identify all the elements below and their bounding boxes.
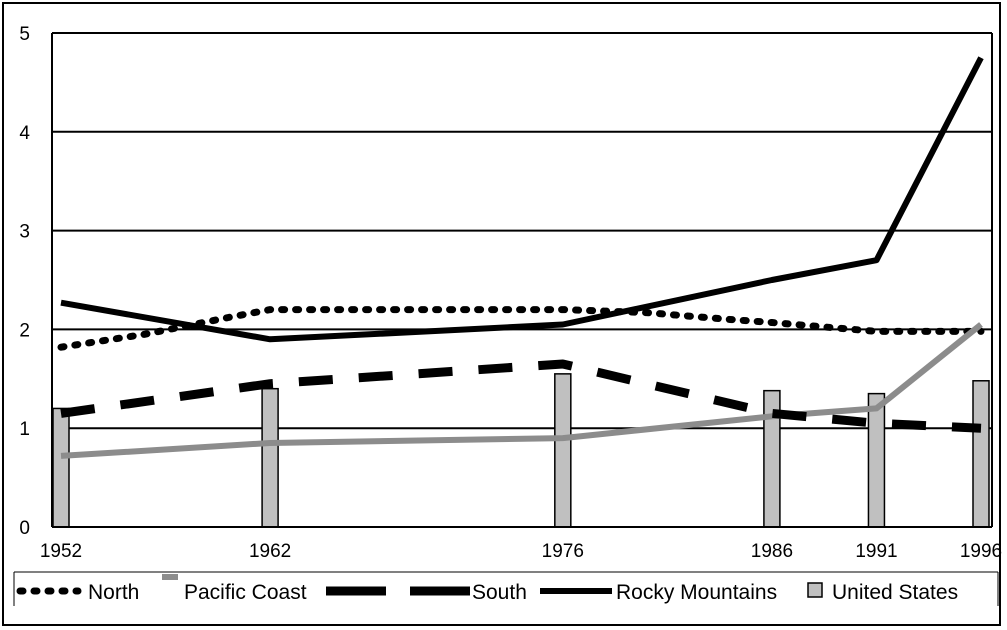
line-layer (57, 56, 985, 459)
y-tick-label-2: 2 (19, 320, 30, 341)
x-tick-label-1962: 1962 (249, 541, 291, 562)
bar-united-states-1952 (52, 407, 70, 528)
y-tick-label-3: 3 (19, 222, 30, 243)
x-tick-label-1996: 1996 (960, 541, 1002, 562)
y-tick-label-0: 0 (19, 518, 30, 539)
x-tick-label-1952: 1952 (40, 541, 82, 562)
bar-united-states-1996 (972, 380, 990, 528)
bar-united-states-1976 (554, 373, 572, 528)
y-tick-label-4: 4 (19, 123, 30, 144)
x-tick-label-1976: 1976 (542, 541, 584, 562)
bar-united-states-1991 (867, 392, 886, 528)
legend-label-rocky-mountains: Rocky Mountains (616, 581, 777, 604)
legend-label-pacific-coast: Pacific Coast (184, 581, 307, 604)
y-tick-label-1: 1 (19, 419, 30, 440)
legend-label-united-states: United States (832, 581, 958, 604)
series-line-pacific-coast (60, 322, 983, 459)
legend: North Pacific Coast South Rocky Mountains Un… (13, 571, 999, 606)
bar-united-states-1962 (261, 387, 279, 528)
axis-layer: 0 1 2 3 4 5 1952 1962 1976 1986 1991 1996 (19, 24, 1002, 562)
legend-label-south: South (472, 581, 527, 604)
series-line-rocky-mountains (60, 56, 984, 343)
x-tick-label-1986: 1986 (751, 541, 793, 562)
legend-swatch-united-states (807, 582, 823, 598)
series-line-south (60, 359, 982, 433)
y-tick-label-5: 5 (19, 24, 30, 45)
bar-layer (52, 373, 990, 528)
legend-label-north: North (88, 581, 139, 604)
grid-layer (52, 32, 992, 430)
x-tick-label-1991: 1991 (855, 541, 897, 562)
series-line-north (57, 306, 985, 351)
